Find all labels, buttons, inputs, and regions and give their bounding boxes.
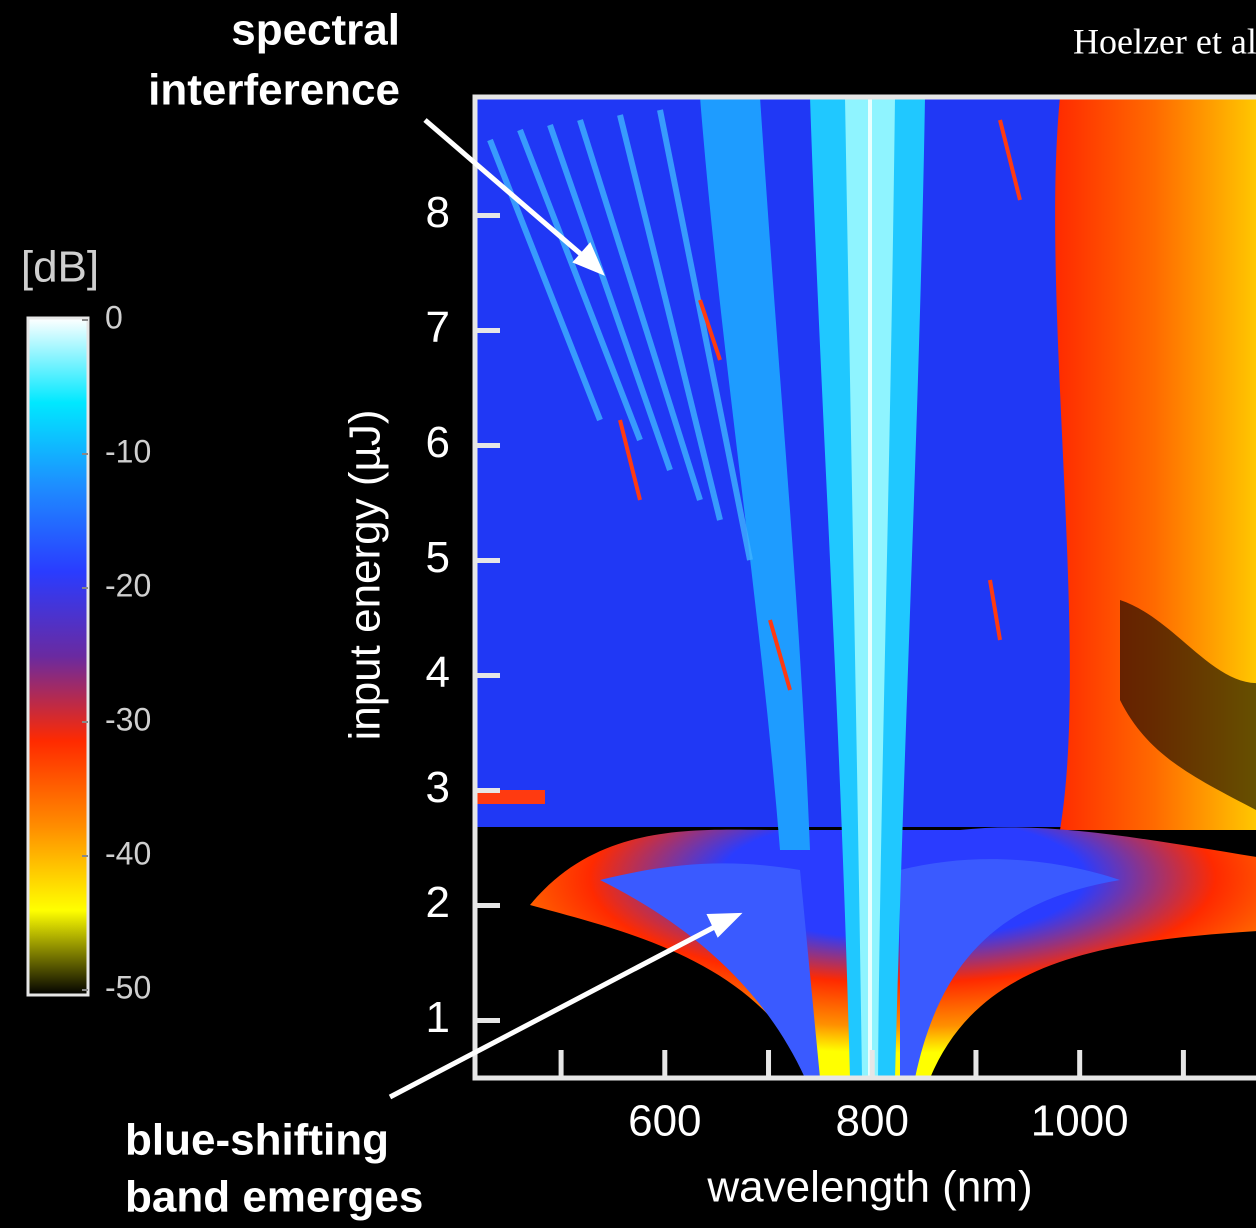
colorbar-label: [dB]: [21, 243, 99, 292]
annotation: interference: [148, 66, 400, 115]
x-axis-label: wavelength (nm): [706, 1163, 1032, 1212]
colorbar-tick-label: -20: [105, 567, 151, 603]
chart: Hoelzer et al. wavelength (nm) input ene…: [0, 0, 1256, 1228]
colorbar-tick-label: -10: [105, 433, 151, 469]
annotation: blue-shifting: [125, 1116, 389, 1165]
x-tick-label: 600: [628, 1097, 701, 1146]
colorbar-tick-label: -40: [105, 835, 151, 871]
page: Hoelzer et al. wavelength (nm) input ene…: [0, 0, 1256, 1228]
colorbar-tick-label: 0: [105, 299, 123, 335]
x-tick-label: 800: [836, 1097, 909, 1146]
y-tick-label: 4: [426, 648, 450, 697]
y-tick-label: 2: [426, 878, 450, 927]
colorbar: [28, 318, 88, 995]
y-tick-label: 1: [426, 993, 450, 1042]
x-tick-label: 1000: [1031, 1097, 1129, 1146]
y-tick-label: 6: [426, 418, 450, 467]
y-tick-label: 8: [426, 188, 450, 237]
y-axis-label: input energy (µJ): [341, 409, 390, 740]
y-tick-label: 7: [426, 303, 450, 352]
annotation: band emerges: [125, 1173, 423, 1222]
annotation: spectral: [231, 6, 400, 55]
source: Hoelzer et al.: [1073, 21, 1256, 61]
y-tick-label: 3: [426, 763, 450, 812]
colorbar-tick-label: -50: [105, 969, 151, 1005]
colorbar-tick-label: -30: [105, 701, 151, 737]
heatmap-field: [475, 97, 1256, 1078]
y-tick-label: 5: [426, 533, 450, 582]
